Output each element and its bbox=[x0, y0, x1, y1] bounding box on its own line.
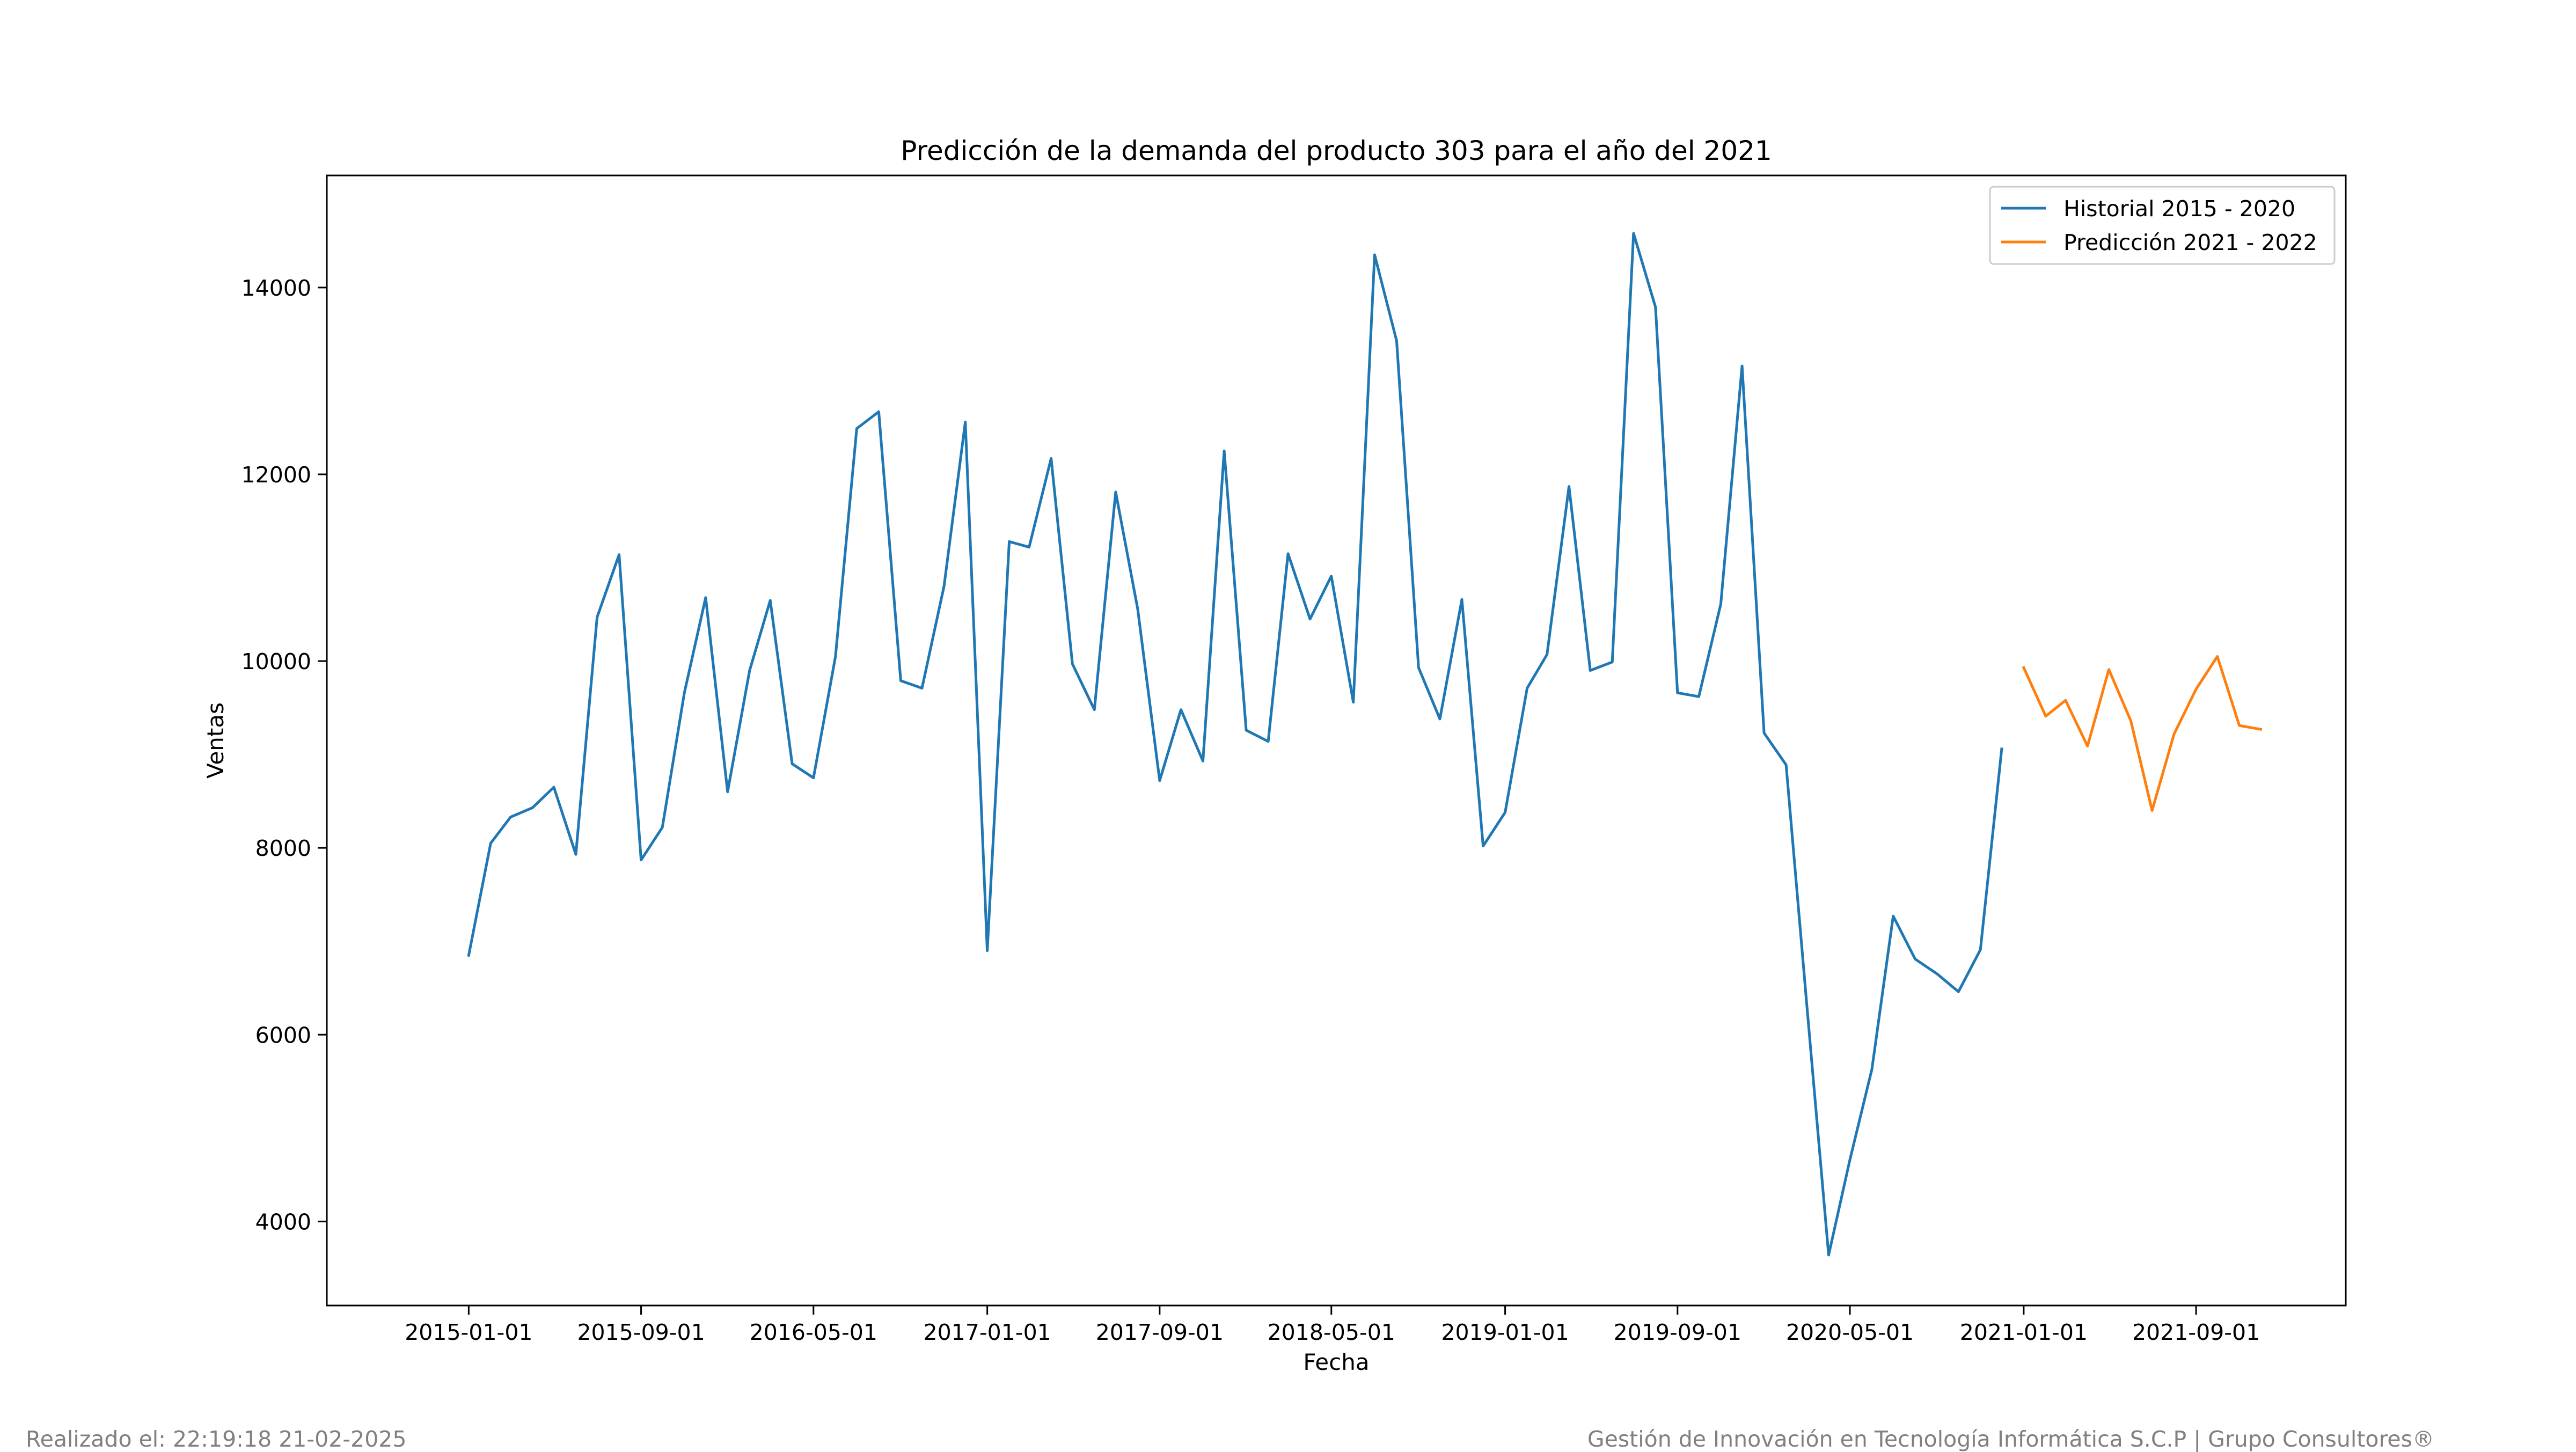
y-tick-label-2: 8000 bbox=[255, 835, 311, 861]
y-axis-label: Ventas bbox=[202, 702, 229, 779]
x-tick-label-10: 2021-09-01 bbox=[2132, 1319, 2260, 1345]
x-tick-label-0: 2015-01-01 bbox=[405, 1319, 532, 1345]
x-tick-label-1: 2015-09-01 bbox=[577, 1319, 705, 1345]
series-line-0 bbox=[467, 232, 2003, 1257]
x-axis: 2015-01-01 2015-09-01 2016-05-01 2017-01-01… bbox=[405, 1306, 2260, 1345]
legend-label-1: Predicción 2021 - 2022 bbox=[2063, 230, 2317, 255]
x-tick-label-2: 2016-05-01 bbox=[750, 1319, 877, 1345]
x-tick-label-6: 2019-01-01 bbox=[1441, 1319, 1569, 1345]
x-axis-label: Fecha bbox=[1303, 1349, 1369, 1375]
y-tick-label-4: 12000 bbox=[241, 462, 311, 488]
y-tick-label-3: 10000 bbox=[241, 649, 311, 674]
series-line-1 bbox=[2022, 655, 2263, 812]
y-axis: 4000 6000 8000 10000 12000 14000 bbox=[241, 275, 327, 1235]
legend-label-0: Historial 2015 - 2020 bbox=[2063, 196, 2295, 222]
chart-title: Predicción de la demanda del producto 30… bbox=[901, 135, 1772, 166]
x-tick-label-9: 2021-01-01 bbox=[1960, 1319, 2088, 1345]
x-tick-label-4: 2017-09-01 bbox=[1096, 1319, 1224, 1345]
y-tick-label-0: 4000 bbox=[255, 1209, 311, 1235]
x-tick-label-5: 2018-05-01 bbox=[1268, 1319, 1395, 1345]
x-tick-label-7: 2019-09-01 bbox=[1614, 1319, 1741, 1345]
plot-area-frame bbox=[326, 174, 2347, 1307]
footer-company: Gestión de Innovación en Tecnología Info… bbox=[1587, 1426, 2434, 1452]
y-tick-label-5: 14000 bbox=[241, 275, 311, 301]
y-tick-label-1: 6000 bbox=[255, 1022, 311, 1048]
legend-box bbox=[1989, 186, 2336, 265]
series-layer bbox=[467, 232, 2263, 1257]
x-tick-label-3: 2017-01-01 bbox=[924, 1319, 1051, 1345]
x-tick-label-8: 2020-05-01 bbox=[1786, 1319, 1914, 1345]
chart-legend: Historial 2015 - 2020 Predicción 2021 - 2… bbox=[1989, 186, 2336, 265]
footer-timestamp: Realizado el: 22:19:18 21-02-2025 bbox=[26, 1426, 407, 1452]
